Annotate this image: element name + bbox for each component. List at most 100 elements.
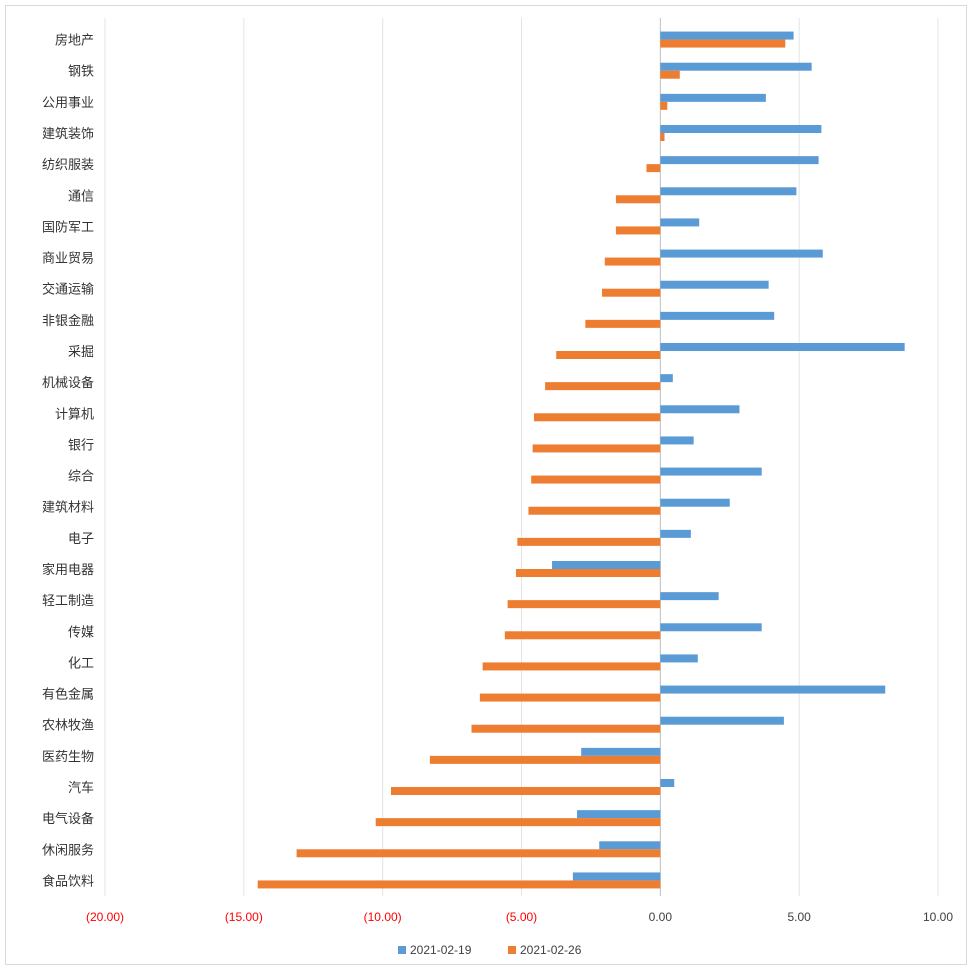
category-label: 汽车 — [68, 780, 94, 796]
bar-series2 — [604, 257, 661, 266]
x-tick-label: (5.00) — [506, 910, 537, 924]
category-label: 机械设备 — [42, 375, 94, 391]
category-label: 轻工制造 — [42, 594, 94, 609]
bar-chart: 房地产钢铁公用事业建筑装饰纺织服装通信国防军工商业贸易交通运输非银金融采掘机械设… — [42, 18, 953, 957]
bar-series1 — [660, 249, 823, 258]
bar-series2 — [479, 693, 661, 702]
bars — [257, 31, 905, 889]
category-label: 食品饮料 — [42, 873, 94, 889]
bar-series1 — [599, 841, 661, 850]
bar-series1 — [660, 654, 698, 663]
bar-series1 — [577, 810, 661, 819]
bar-series2 — [660, 70, 680, 79]
category-label: 农林牧渔 — [42, 719, 94, 734]
bar-series1 — [660, 218, 700, 227]
bar-series2 — [660, 133, 665, 141]
x-tick-label: 5.00 — [787, 910, 811, 924]
category-label: 公用事业 — [42, 96, 94, 111]
bar-series1 — [660, 311, 775, 320]
bar-series1 — [660, 156, 819, 165]
bar-series1 — [660, 436, 694, 445]
bar-series1 — [660, 405, 740, 414]
bar-series2 — [429, 755, 661, 764]
bar-series1 — [660, 187, 797, 196]
category-labels: 房地产钢铁公用事业建筑装饰纺织服装通信国防军工商业贸易交通运输非银金融采掘机械设… — [42, 33, 94, 890]
category-label: 商业贸易 — [42, 252, 94, 267]
bar-series2 — [257, 880, 661, 889]
bar-series2 — [482, 662, 661, 671]
bar-series2 — [390, 787, 661, 795]
bar-series2 — [602, 288, 661, 297]
bar-series2 — [515, 569, 661, 577]
bar-series2 — [528, 506, 661, 515]
category-label: 传媒 — [68, 625, 94, 640]
bar-series1 — [660, 498, 730, 507]
chart-frame: 房地产 钢铁 公用事业 建筑装饰 纺织服装 通信 国防军工 商业贸易 交通运输 非银金融 采掘 机械设… — [5, 5, 967, 965]
bar-series1 — [581, 747, 661, 756]
x-tick-label: (10.00) — [364, 910, 402, 924]
category-label: 医药生物 — [42, 750, 94, 765]
category-label: 电气设备 — [42, 811, 94, 827]
bar-series2 — [660, 39, 786, 48]
category-label: 休闲服务 — [42, 842, 94, 858]
category-label: 交通运输 — [42, 282, 94, 298]
category-label: 化工 — [68, 656, 94, 671]
category-label: 建筑装饰 — [42, 126, 94, 142]
category-label: 纺织服装 — [42, 158, 94, 173]
bar-series1 — [552, 561, 661, 569]
bar-series1 — [660, 529, 691, 538]
bar-series2 — [545, 382, 661, 391]
legend-label: 2021-02-19 — [410, 943, 472, 957]
bar-series2 — [531, 475, 661, 484]
bar-series2 — [660, 101, 668, 110]
category-label: 计算机 — [55, 407, 94, 422]
bar-series1 — [660, 623, 762, 632]
bar-series1 — [660, 779, 675, 787]
x-tick-label: (20.00) — [86, 910, 124, 924]
bar-series1 — [572, 872, 661, 881]
bar-series1 — [660, 716, 784, 725]
bar-series2 — [615, 226, 661, 235]
category-label: 电子 — [68, 532, 94, 547]
category-label: 房地产 — [55, 33, 94, 49]
bar-series2 — [517, 537, 661, 546]
bar-series1 — [660, 374, 673, 383]
category-label: 有色金属 — [42, 687, 94, 703]
bar-series1 — [660, 467, 762, 476]
x-tick-label: (15.00) — [225, 910, 263, 924]
legend: 2021-02-19 2021-02-26 — [398, 943, 582, 957]
bar-series1 — [660, 62, 812, 71]
bar-series2 — [507, 600, 661, 609]
x-tick-label: 10.00 — [923, 910, 953, 924]
x-tick-label: 0.00 — [649, 910, 673, 924]
legend-swatch — [508, 946, 516, 954]
bar-series2 — [556, 351, 661, 359]
bar-series1 — [660, 125, 822, 133]
category-label: 国防军工 — [42, 219, 94, 235]
bar-series2 — [532, 444, 661, 453]
category-label: 银行 — [68, 438, 94, 453]
bar-series1 — [660, 31, 794, 40]
category-label: 建筑材料 — [42, 500, 94, 516]
bar-series2 — [471, 724, 661, 733]
bar-series2 — [296, 849, 661, 858]
bar-series1 — [660, 280, 769, 289]
bar-series1 — [660, 93, 766, 102]
bar-series1 — [660, 343, 905, 351]
bar-series2 — [646, 164, 661, 173]
bar-series1 — [660, 685, 886, 694]
category-label: 通信 — [68, 189, 94, 204]
category-label: 综合 — [68, 470, 94, 485]
bar-series2 — [615, 195, 661, 204]
bar-series1 — [660, 592, 719, 601]
legend-label: 2021-02-26 — [520, 943, 582, 957]
gridlines — [104, 18, 939, 896]
category-label: 家用电器 — [42, 562, 94, 578]
bar-series2 — [533, 413, 661, 422]
category-label: 非银金融 — [42, 313, 94, 329]
legend-swatch — [398, 946, 406, 954]
x-tick-labels: (20.00) (15.00) (10.00) (5.00) 0.00 5.00 10.00 — [86, 910, 953, 924]
bar-series2 — [375, 818, 661, 827]
bar-series2 — [504, 631, 661, 640]
bar-series2 — [585, 319, 661, 328]
